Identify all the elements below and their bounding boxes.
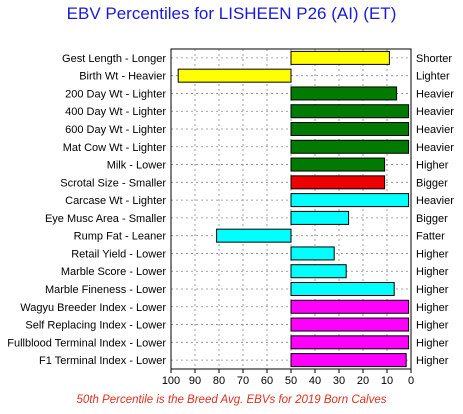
x-tick-label-0: 100 xyxy=(162,375,180,387)
bar-15 xyxy=(290,317,410,332)
bar-6 xyxy=(290,157,386,172)
trait-right-label-12: Higher xyxy=(416,266,449,278)
x-tick-label-8: 20 xyxy=(357,375,369,387)
bar-8 xyxy=(290,193,410,208)
trait-right-label-5: Heavier xyxy=(416,142,454,154)
bar-11 xyxy=(290,246,335,261)
chart-title: EBV Percentiles for LISHEEN P26 (AI) (ET… xyxy=(66,4,397,23)
trait-label-1: Birth Wt - Heavier xyxy=(79,71,166,83)
bar-16 xyxy=(290,335,410,350)
trait-right-label-17: Higher xyxy=(416,355,449,367)
trait-right-label-3: Heavier xyxy=(416,106,454,118)
trait-label-12: Marble Score - Lower xyxy=(61,266,166,278)
bar-1 xyxy=(177,68,292,83)
trait-right-label-11: Higher xyxy=(416,248,449,260)
bar-12 xyxy=(290,264,347,279)
trait-right-label-0: Shorter xyxy=(416,53,452,65)
x-tick-label-2: 80 xyxy=(213,375,225,387)
trait-right-label-16: Higher xyxy=(416,337,449,349)
trait-label-4: 600 Day Wt - Lighter xyxy=(65,124,166,136)
trait-right-label-4: Heavier xyxy=(416,124,454,136)
trait-label-3: 400 Day Wt - Lighter xyxy=(65,106,166,118)
trait-right-label-13: Higher xyxy=(416,284,449,296)
bar-14 xyxy=(290,299,410,314)
trait-right-label-2: Heavier xyxy=(416,88,454,100)
bar-4 xyxy=(290,122,410,136)
bar-7 xyxy=(290,175,386,190)
x-tick-label-5: 50 xyxy=(285,375,297,387)
trait-label-0: Gest Length - Longer xyxy=(62,53,166,65)
trait-label-6: Milk - Lower xyxy=(107,160,167,172)
trait-label-14: Wagyu Breeder Index - Lower xyxy=(20,302,166,314)
x-tick-label-6: 40 xyxy=(309,375,321,387)
bar-13 xyxy=(290,282,395,296)
trait-label-11: Retail Yield - Lower xyxy=(71,248,166,260)
bar-17 xyxy=(290,353,407,368)
trait-label-9: Eye Musc Area - Smaller xyxy=(45,213,166,225)
x-tick-label-10: 0 xyxy=(408,375,414,387)
bar-3 xyxy=(290,104,410,119)
trait-right-label-9: Bigger xyxy=(416,213,448,225)
trait-right-label-1: Lighter xyxy=(416,71,450,83)
trait-label-15: Self Replacing Index - Lower xyxy=(25,320,166,332)
trait-right-label-10: Fatter xyxy=(416,231,445,243)
trait-label-5: Mat Cow Wt - Lighter xyxy=(63,142,167,154)
x-tick-label-9: 10 xyxy=(381,375,393,387)
bar-0 xyxy=(290,50,390,65)
trait-label-8: Carcase Wt - Lighter xyxy=(65,195,166,207)
bar-2 xyxy=(290,86,398,101)
trait-labels: Gest Length - Longer Shorter Birth Wt - He… xyxy=(7,53,454,367)
bar-9 xyxy=(290,210,350,225)
trait-label-10: Rump Fat - Leaner xyxy=(74,231,167,243)
trait-right-label-15: Higher xyxy=(416,320,449,332)
x-tick-label-4: 60 xyxy=(261,375,273,387)
x-tick-label-7: 30 xyxy=(333,375,345,387)
trait-label-13: Marble Fineness - Lower xyxy=(45,284,166,296)
trait-right-label-8: Heavier xyxy=(416,195,454,207)
x-tick-label-1: 90 xyxy=(189,375,201,387)
chart-footer: 50th Percentile is the Breed Avg. EBVs f… xyxy=(76,394,387,406)
bar-5 xyxy=(290,139,410,154)
trait-right-label-6: Higher xyxy=(416,160,449,172)
trait-right-label-14: Higher xyxy=(416,302,449,314)
x-tick-label-3: 70 xyxy=(237,375,249,387)
trait-label-7: Scrotal Size - Smaller xyxy=(60,177,166,189)
trait-label-17: F1 Terminal Index - Lower xyxy=(39,355,166,367)
bars xyxy=(177,50,410,368)
trait-label-16: Fullblood Terminal Index - Lower xyxy=(7,337,166,349)
bar-10 xyxy=(216,228,292,243)
trait-label-2: 200 Day Wt - Lighter xyxy=(65,88,166,100)
x-axis-ticks: 100 90 80 70 60 50 40 30 20 10 0 xyxy=(162,369,414,387)
trait-right-label-7: Bigger xyxy=(416,177,448,189)
